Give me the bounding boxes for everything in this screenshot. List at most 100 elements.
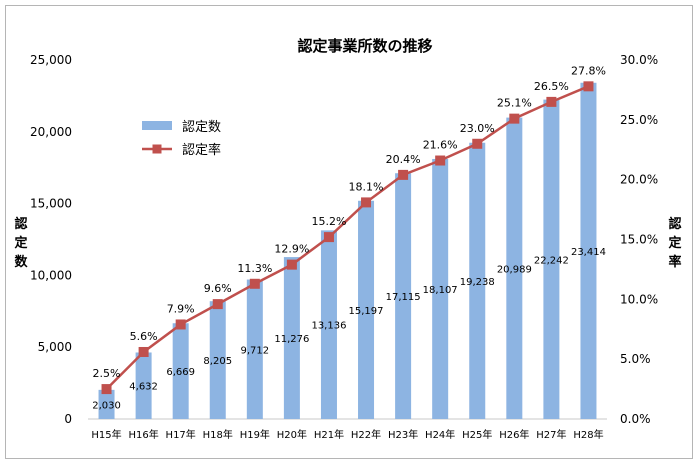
axis-title-char: 定 xyxy=(13,235,27,251)
rate-data-label: 20.4% xyxy=(386,153,421,166)
rate-marker xyxy=(472,138,483,149)
x-tick-label: H26年 xyxy=(499,428,529,441)
right-tick-label: 10.0% xyxy=(620,292,658,306)
rate-line-series xyxy=(101,81,594,395)
legend-swatch-bar xyxy=(142,121,172,130)
rate-marker xyxy=(509,113,520,124)
x-tick-label: H25年 xyxy=(462,428,492,441)
x-tick-label: H23年 xyxy=(388,428,418,441)
left-tick-label: 0 xyxy=(64,412,72,426)
bar-data-label: 20,989 xyxy=(497,264,532,275)
rate-data-label: 12.9% xyxy=(274,243,309,256)
right-tick-label: 20.0% xyxy=(620,173,658,187)
rate-data-label: 23.0% xyxy=(460,122,495,135)
legend-swatch-marker xyxy=(152,144,162,154)
bar xyxy=(209,301,226,419)
bar-data-label: 9,712 xyxy=(241,345,270,356)
bar-data-label: 13,136 xyxy=(311,321,346,332)
bar xyxy=(395,173,412,419)
bar xyxy=(320,230,337,419)
bar-data-label: 23,414 xyxy=(571,247,606,258)
rate-marker xyxy=(546,96,557,107)
bar-data-label: 8,205 xyxy=(203,356,232,367)
rate-data-label: 2.5% xyxy=(93,367,121,380)
rate-marker xyxy=(361,197,372,208)
rate-data-label: 25.1% xyxy=(497,97,532,110)
rate-data-label: 11.3% xyxy=(237,262,272,275)
left-tick-label: 15,000 xyxy=(30,197,72,211)
rate-line xyxy=(105,85,589,390)
x-tick-label: H20年 xyxy=(277,428,307,441)
axis-title-char: 数 xyxy=(14,254,28,270)
bar-data-label: 2,030 xyxy=(92,400,121,411)
rate-marker xyxy=(101,384,112,395)
right-tick-label: 25.0% xyxy=(620,113,658,127)
rate-data-label: 15.2% xyxy=(311,215,346,228)
bar-data-label: 18,107 xyxy=(423,285,458,296)
bar-series xyxy=(98,82,597,420)
left-axis-ticks: 0 5,000 10,000 15,000 20,000 25,000 xyxy=(30,53,72,426)
right-tick-label: 15.0% xyxy=(620,233,658,247)
rate-marker xyxy=(398,169,409,180)
axis-title-char: 認 xyxy=(668,216,681,232)
left-tick-label: 10,000 xyxy=(30,268,72,282)
x-tick-label: H21年 xyxy=(314,428,344,441)
bar-data-label: 19,238 xyxy=(460,277,495,288)
bar xyxy=(432,158,449,420)
rate-marker xyxy=(286,259,297,270)
right-tick-label: 5.0% xyxy=(620,352,651,366)
rate-data-label: 9.6% xyxy=(204,282,232,295)
left-tick-label: 20,000 xyxy=(30,125,72,139)
rate-data-label: 5.6% xyxy=(130,330,158,343)
x-tick-label: H27年 xyxy=(536,428,566,441)
bar xyxy=(358,200,375,419)
bar-data-labels: 2,030 4,632 6,669 8,205 9,712 11,27613,13615,… xyxy=(92,247,606,412)
x-tick-label: H28年 xyxy=(573,428,603,441)
legend-label-line: 認定率 xyxy=(182,142,221,158)
right-axis-title: 認定率 xyxy=(667,216,681,270)
left-tick-label: 25,000 xyxy=(30,53,72,67)
rate-marker xyxy=(249,278,260,289)
x-tick-label: H17年 xyxy=(166,428,196,441)
axis-title-char: 率 xyxy=(668,254,681,270)
x-tick-label: H18年 xyxy=(203,428,233,441)
x-tick-label: H19年 xyxy=(240,428,270,441)
bar-data-label: 22,242 xyxy=(534,255,569,266)
right-tick-label: 0.0% xyxy=(620,412,651,426)
bar xyxy=(246,279,263,419)
rate-data-label: 7.9% xyxy=(167,302,195,315)
axis-title-char: 認 xyxy=(14,216,27,232)
chart-frame xyxy=(5,5,693,459)
bar xyxy=(469,142,486,420)
rate-data-label: 18.1% xyxy=(349,180,384,193)
bar xyxy=(283,257,300,419)
rate-marker xyxy=(435,155,446,166)
right-axis-ticks: 0.0% 5.0% 10.0% 15.0% 20.0% 25.0% 30.0% xyxy=(620,53,658,426)
x-tick-label: H16年 xyxy=(128,428,158,441)
bar-data-label: 11,276 xyxy=(274,334,309,345)
rate-marker xyxy=(323,232,334,243)
x-tick-label: H22年 xyxy=(351,428,381,441)
rate-marker xyxy=(212,299,223,310)
x-tick-label: H15年 xyxy=(91,428,121,441)
rate-data-label: 27.8% xyxy=(571,64,606,77)
bar xyxy=(98,389,115,419)
axis-title-char: 定 xyxy=(667,235,681,251)
bar-data-label: 6,669 xyxy=(166,367,195,378)
bar xyxy=(580,82,597,419)
x-axis-ticks: H15年 H16年 H17年 H18年 H19年 H20年 H21年 H22年 H23年 H24年… xyxy=(91,428,603,441)
rate-data-label: 21.6% xyxy=(423,139,458,152)
bar-data-label: 15,197 xyxy=(349,306,384,317)
rate-marker xyxy=(175,319,186,330)
legend-label-bar: 認定数 xyxy=(182,119,221,135)
bar xyxy=(543,99,560,419)
rate-marker xyxy=(583,81,594,92)
bar-data-label: 4,632 xyxy=(129,382,158,393)
legend: 認定数 認定率 xyxy=(142,119,221,158)
rate-data-labels: 2.5% 5.6% 7.9% 9.6% 11.3%12.9% 15.2% 18.1% 20.4… xyxy=(93,64,606,380)
rate-marker xyxy=(138,346,149,357)
rate-data-label: 26.5% xyxy=(534,80,569,93)
right-tick-label: 30.0% xyxy=(620,53,658,67)
left-axis-title: 認定数 xyxy=(13,216,28,270)
